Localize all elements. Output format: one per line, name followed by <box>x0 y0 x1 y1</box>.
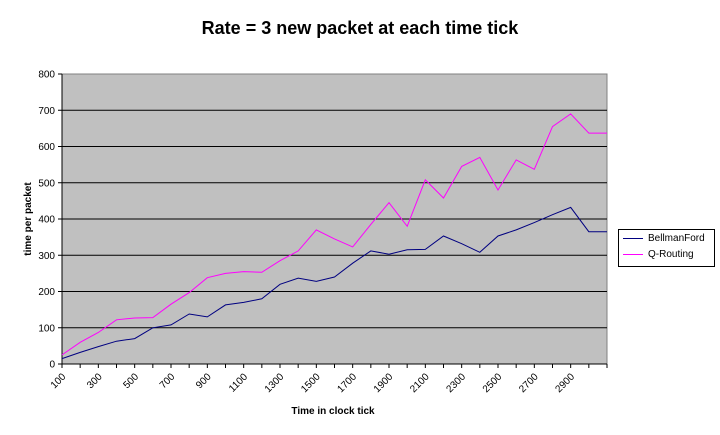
legend-swatch <box>623 254 643 255</box>
y-axis-label: time per packet <box>23 182 34 256</box>
series-line-q-routing <box>61 113 607 356</box>
x-tick-label: 100 <box>49 371 69 391</box>
y-tick-label: 500 <box>38 178 55 189</box>
x-tick-label: 1500 <box>299 371 323 395</box>
legend-swatch <box>623 238 643 239</box>
y-tick-label: 100 <box>38 323 55 334</box>
x-tick-label: 300 <box>85 371 105 391</box>
x-tick-label: 2300 <box>445 371 469 395</box>
y-tick-label: 400 <box>38 215 55 226</box>
legend: BellmanFord Q-Routing <box>618 229 715 267</box>
y-tick-label: 800 <box>38 70 55 81</box>
chart-title: Rate = 3 new packet at each time tick <box>201 18 519 38</box>
series-line-bellmanford <box>61 206 607 360</box>
x-tick-label: 2700 <box>517 371 541 395</box>
x-axis-label: Time in clock tick <box>291 406 375 417</box>
y-tick-label: 700 <box>38 106 55 117</box>
y-tick-label: 0 <box>49 360 55 371</box>
y-tick-label: 600 <box>38 142 55 153</box>
y-tick-label: 200 <box>38 287 55 298</box>
legend-item-bellmanford: BellmanFord <box>619 232 714 246</box>
x-tick-label: 900 <box>194 371 214 391</box>
y-tick-label: 300 <box>38 251 55 262</box>
x-tick-label: 2100 <box>408 371 432 395</box>
x-tick-label: 2900 <box>554 371 578 395</box>
x-tick-label: 1100 <box>227 371 250 394</box>
legend-item-q-routing: Q-Routing <box>619 248 714 262</box>
x-tick-label: 1300 <box>263 371 287 395</box>
legend-label: Q-Routing <box>648 249 694 260</box>
x-tick-label: 500 <box>121 371 141 391</box>
legend-label: BellmanFord <box>648 233 705 244</box>
x-tick-label: 700 <box>158 371 178 391</box>
x-tick-label: 2500 <box>481 371 505 395</box>
x-tick-label: 1700 <box>336 371 360 395</box>
x-tick-label: 1900 <box>372 371 396 395</box>
